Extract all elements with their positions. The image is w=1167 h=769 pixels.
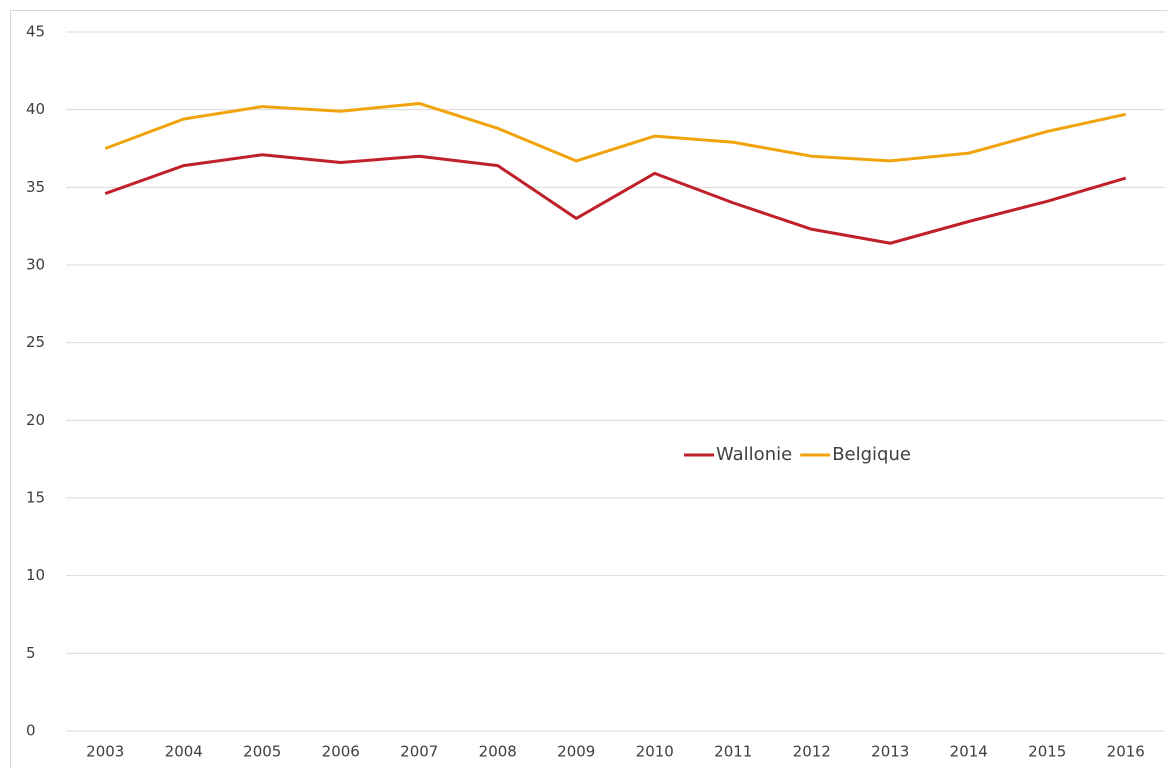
x-tick-label: 2012	[793, 743, 831, 761]
y-tick-label: 15	[26, 489, 45, 507]
x-tick-label: 2015	[1028, 743, 1066, 761]
legend-label: Wallonie	[716, 444, 792, 465]
y-tick-label: 45	[26, 23, 45, 41]
x-tick-label: 2013	[871, 743, 909, 761]
x-tick-label: 2006	[322, 743, 360, 761]
y-tick-label: 5	[26, 644, 36, 662]
x-tick-label: 2009	[557, 743, 595, 761]
x-tick-label: 2004	[165, 743, 203, 761]
x-tick-label: 2003	[86, 743, 124, 761]
line-series	[104, 153, 1127, 245]
y-tick-label: 40	[26, 100, 45, 118]
y-tick-label: 0	[26, 722, 36, 740]
x-tick-label: 2016	[1107, 743, 1145, 761]
y-tick-label: 35	[26, 178, 45, 196]
line-series	[104, 101, 1127, 163]
legend-label: Belgique	[832, 444, 911, 465]
x-tick-label: 2007	[400, 743, 438, 761]
y-tick-label: 10	[26, 566, 45, 584]
x-tick-label: 2014	[950, 743, 988, 761]
x-tick-label: 2011	[714, 743, 752, 761]
y-tick-label: 20	[26, 411, 45, 429]
y-tick-label: 30	[26, 256, 45, 274]
y-tick-label: 25	[26, 333, 45, 351]
x-tick-label: 2008	[479, 743, 517, 761]
x-tick-label: 2005	[243, 743, 281, 761]
x-tick-label: 2010	[636, 743, 674, 761]
